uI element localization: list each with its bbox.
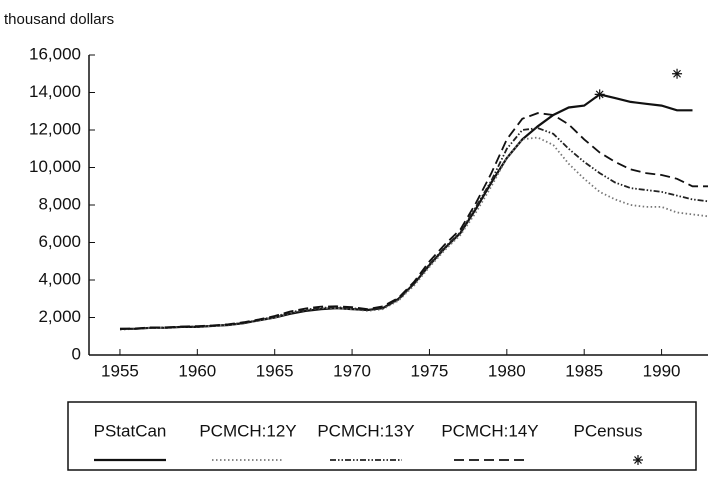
y-tick-label: 6,000 [38, 232, 81, 251]
x-tick-label: 1990 [643, 361, 681, 380]
legend-marker [633, 455, 643, 465]
x-tick-label: 1970 [333, 361, 371, 380]
series-line [119, 136, 709, 331]
y-tick-label: 16,000 [29, 44, 81, 63]
legend-label: PCMCH:14Y [441, 421, 538, 440]
marker [672, 68, 683, 79]
legend-box [67, 401, 697, 471]
legend-label: PCMCH:13Y [317, 421, 414, 440]
y-tick-label: 10,000 [29, 157, 81, 176]
y-tick-label: 8,000 [38, 194, 81, 213]
series-line [119, 127, 709, 330]
marker [594, 89, 605, 100]
legend-label: PStatCan [94, 421, 167, 440]
x-tick-label: 1965 [256, 361, 294, 380]
legend-label: PCMCH:12Y [199, 421, 296, 440]
legend-label: PCensus [574, 421, 643, 440]
x-tick-label: 1960 [178, 361, 216, 380]
x-tick-label: 1955 [101, 361, 139, 380]
y-tick-label: 2,000 [38, 307, 81, 326]
y-tick-label: 12,000 [29, 119, 81, 138]
y-tick-label: 0 [72, 344, 81, 363]
x-tick-label: 1980 [488, 361, 526, 380]
y-tick-label: 14,000 [29, 82, 81, 101]
x-tick-label: 1975 [411, 361, 449, 380]
y-axis-label: thousand dollars [4, 11, 114, 28]
series-line [119, 112, 708, 330]
y-tick-label: 4,000 [38, 269, 81, 288]
x-tick-label: 1985 [565, 361, 603, 380]
